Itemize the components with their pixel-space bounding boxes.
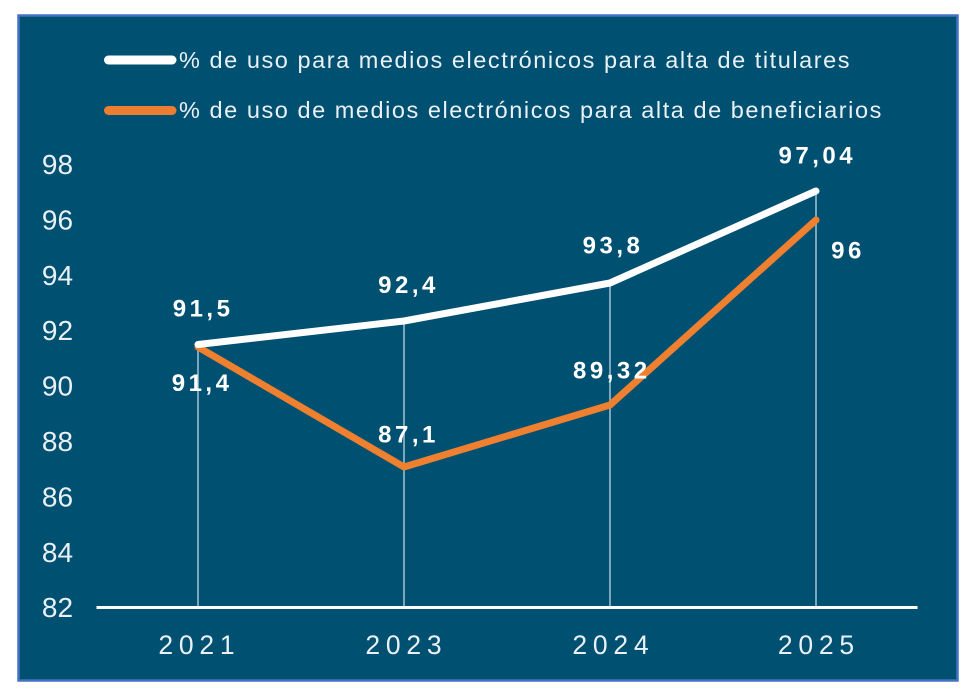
svg-text:92: 92 <box>42 315 73 346</box>
svg-text:88: 88 <box>42 426 73 457</box>
svg-text:91,4: 91,4 <box>172 370 233 397</box>
svg-text:97,04: 97,04 <box>779 143 857 170</box>
svg-text:84: 84 <box>42 537 73 568</box>
svg-text:89,32: 89,32 <box>573 358 651 385</box>
svg-text:87,1: 87,1 <box>378 422 439 449</box>
svg-text:92,4: 92,4 <box>378 272 439 299</box>
svg-text:% de uso de medios electrónico: % de uso de medios electrónicos para alt… <box>179 97 883 123</box>
svg-text:2025: 2025 <box>778 630 860 660</box>
svg-text:98: 98 <box>42 149 73 180</box>
svg-text:82: 82 <box>42 592 73 623</box>
svg-text:2023: 2023 <box>365 630 447 660</box>
svg-text:86: 86 <box>42 481 73 512</box>
svg-text:2021: 2021 <box>158 630 240 660</box>
svg-text:93,8: 93,8 <box>583 233 644 260</box>
svg-text:% de uso para medios electróni: % de uso para medios electrónicos para a… <box>179 47 851 73</box>
svg-text:91,5: 91,5 <box>173 296 234 323</box>
svg-text:2024: 2024 <box>572 630 654 660</box>
svg-text:90: 90 <box>42 371 73 402</box>
svg-text:96: 96 <box>42 204 73 235</box>
svg-text:94: 94 <box>42 260 73 291</box>
svg-text:96: 96 <box>831 238 865 265</box>
